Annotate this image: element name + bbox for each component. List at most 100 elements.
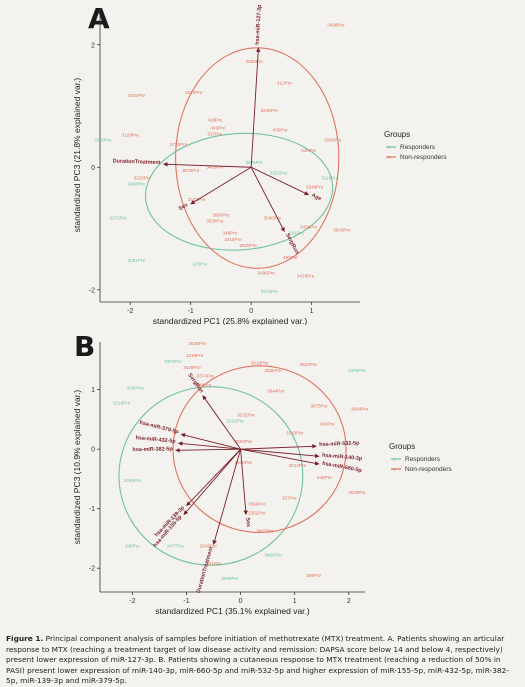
- panel-b: B -2 -1 0 1 2 -2 -1 0 1 standardized PC1 (35.1% e…: [0, 330, 525, 630]
- a-legend-label: Responders: [400, 144, 436, 151]
- b-point-label: 3374Pre: [197, 374, 215, 379]
- b-loading-label: DurationTreatment: [196, 546, 215, 594]
- b-point-label: 3475Pre: [348, 368, 366, 373]
- b-point-label: 3596Pre: [248, 502, 266, 507]
- a-point-label: 3348Pre: [306, 185, 324, 190]
- a-point-label: 3419Pre: [206, 164, 224, 169]
- a-point-label: 3129Pre: [122, 133, 140, 138]
- b-point-label: 3535Pre: [189, 341, 207, 346]
- a-point-label: 412Pre: [277, 81, 292, 86]
- b-point-label: 3186Pre: [126, 386, 144, 391]
- a-point-label: 3103Pre: [188, 197, 206, 202]
- a-point-label: 3720Pre: [170, 142, 188, 147]
- b-point-label: 848Pre: [317, 475, 332, 480]
- a-point-label: 3419Pre: [297, 274, 315, 279]
- b-loading-label: hsa-miR-532-5p: [319, 440, 360, 448]
- a-point-label: 3374Pre: [261, 289, 279, 294]
- b-point-label: 3477Pre: [167, 543, 185, 548]
- b-point-label: 3376Pre: [164, 359, 182, 364]
- panel-a: A -2 -1 0 1 -2 0 2 standardized PC1 (25.8% expl…: [0, 0, 525, 325]
- caption-label: Figure 1.: [6, 634, 44, 643]
- a-point-label: 3119Pre: [321, 176, 338, 181]
- a-point-label: 3120Pre: [94, 138, 112, 143]
- a-point-label: 428Pre: [207, 117, 222, 122]
- b-y-tick-label: 1: [91, 387, 95, 394]
- a-point-label: 3240Pre: [261, 108, 279, 113]
- b-point-label: 3352Pre: [248, 511, 266, 516]
- b-x-tick-label: 1: [293, 598, 297, 605]
- b-loading-arrow: [180, 433, 241, 450]
- a-legend-swatch-glyph: a: [388, 155, 391, 160]
- a-point-label: 848Pre: [301, 148, 316, 153]
- b-point-label: 340Pre: [125, 543, 140, 548]
- b-loading-arrow: [240, 448, 320, 459]
- b-loading-label: hsa-miR-379-5p: [139, 420, 180, 436]
- a-y-tick-label: 0: [91, 165, 95, 172]
- b-point-label: 3585Pre: [264, 368, 282, 373]
- a-point-label: 3294Pre: [324, 138, 342, 143]
- figure-caption: Figure 1. Principal component analysis o…: [6, 634, 519, 687]
- a-point-label: 3498Pre: [327, 22, 345, 27]
- b-point-label: 259Pre: [306, 573, 321, 578]
- a-point-label: 331Pre: [289, 231, 304, 236]
- b-y-tick-label: -2: [89, 566, 95, 573]
- a-point-label: 328Pre: [192, 261, 207, 266]
- a-loading-arrow: [163, 162, 252, 168]
- b-loading-arrow: [177, 441, 241, 450]
- b-point-label: 3548Pre: [348, 490, 366, 495]
- a-point-label: 3233Pre: [134, 176, 152, 181]
- b-x-tick-label: 0: [239, 598, 243, 605]
- b-loading-label: hsa-miR-140-3p: [322, 453, 363, 463]
- a-point-label: 3276Pre: [109, 215, 127, 220]
- a-loading-label: hsa-miR-127-3p: [255, 4, 263, 45]
- a-ellipse-responders: [144, 132, 334, 251]
- a-point-label: 348Pre: [223, 231, 238, 236]
- a-point-label: 3546Pre: [264, 215, 282, 220]
- b-loading-arrow: [212, 449, 242, 545]
- a-point-label: 450Pre: [283, 255, 298, 260]
- b-point-label: 331Pre: [206, 561, 221, 566]
- a-y-axis-title: standardized PC3 (21.8% explained var.): [72, 78, 82, 233]
- a-loading-arrow: [190, 166, 252, 205]
- a-point-label: 440Pre: [210, 125, 225, 130]
- b-x-tick-label: -1: [183, 598, 189, 605]
- b-loading-label: hsa-miR-432-5p: [135, 435, 176, 445]
- b-loading-arrow: [175, 448, 241, 453]
- b-point-label: 3684Pre: [351, 406, 369, 411]
- a-loading-label: SergRun: [284, 232, 300, 255]
- b-loading-arrow: [240, 448, 320, 466]
- a-point-label: 459Pre: [273, 128, 288, 133]
- a-ellipse-non-responders: [175, 47, 340, 269]
- a-y-tick-label: 2: [91, 42, 95, 49]
- b-loading-arrow: [202, 395, 241, 450]
- a-y-tick-label: -2: [89, 287, 95, 294]
- b-x-axis-title: standardized PC1 (35.1% explained var.): [155, 606, 310, 616]
- b-point-label: 3063Pre: [235, 439, 253, 444]
- b-point-label: 3667Pre: [256, 528, 274, 533]
- b-y-axis-title: standardized PC3 (10.9% explained var.): [72, 390, 82, 545]
- a-x-tick-label: 1: [310, 308, 314, 315]
- b-loading-arrow: [183, 448, 241, 515]
- a-loading-label: DurationTreatment: [113, 158, 161, 166]
- b-point-label: 3120Pre: [227, 418, 245, 423]
- b-point-label: 3218Pre: [113, 401, 131, 406]
- a-point-label: 3083Pre: [245, 59, 263, 64]
- b-x-tick-label: -2: [129, 598, 135, 605]
- b-point-label: 3543Pre: [300, 362, 318, 367]
- b-point-label: 3243Pre: [199, 543, 217, 548]
- a-x-tick-label: -1: [188, 308, 194, 315]
- b-point-label: 450Pre: [320, 421, 335, 426]
- a-loading-label: Sex: [178, 202, 189, 212]
- b-ellipse-responders: [118, 386, 304, 566]
- a-loading-label: Age: [310, 193, 322, 203]
- b-ellipse-non-responders: [172, 365, 347, 534]
- b-point-label: 3469Pre: [124, 478, 142, 483]
- b-point-label: 3630Pre: [235, 460, 253, 465]
- b-loading-arrow: [186, 448, 241, 507]
- b-loading-arrow: [240, 444, 317, 450]
- a-point-label: 3570Pre: [182, 168, 200, 173]
- a-point-label: 3402Pre: [128, 93, 146, 98]
- b-legend-swatch-glyph: a: [393, 457, 396, 462]
- a-point-label: 3436Pre: [300, 225, 318, 230]
